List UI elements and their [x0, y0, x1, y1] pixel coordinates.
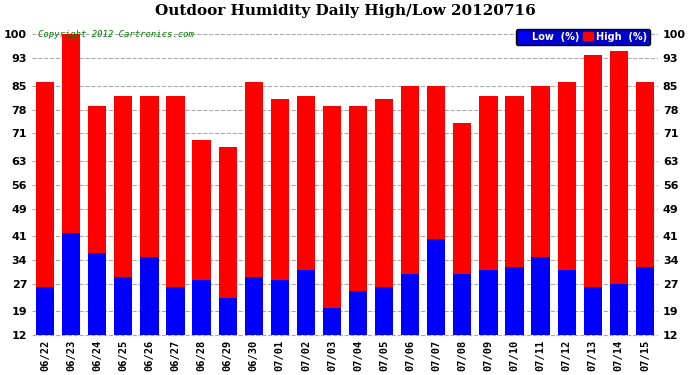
Bar — [297, 96, 315, 335]
Bar — [480, 96, 497, 335]
Bar — [219, 147, 237, 335]
Bar — [558, 82, 576, 335]
Bar — [297, 270, 315, 335]
Bar — [635, 82, 654, 335]
Bar — [349, 291, 367, 335]
Legend: Low  (%), High  (%): Low (%), High (%) — [517, 29, 650, 45]
Bar — [88, 106, 106, 335]
Bar — [505, 96, 524, 335]
Bar — [531, 256, 550, 335]
Bar — [453, 123, 471, 335]
Bar — [166, 96, 185, 335]
Bar — [375, 287, 393, 335]
Bar — [427, 239, 446, 335]
Bar — [610, 51, 628, 335]
Bar — [558, 270, 576, 335]
Bar — [270, 280, 289, 335]
Title: Outdoor Humidity Daily High/Low 20120716: Outdoor Humidity Daily High/Low 20120716 — [155, 4, 535, 18]
Bar — [401, 274, 420, 335]
Bar — [114, 96, 132, 335]
Bar — [244, 277, 263, 335]
Bar — [62, 34, 80, 335]
Bar — [349, 106, 367, 335]
Bar — [193, 280, 210, 335]
Bar — [36, 287, 55, 335]
Bar — [610, 284, 628, 335]
Bar — [323, 106, 341, 335]
Bar — [531, 86, 550, 335]
Bar — [375, 99, 393, 335]
Bar — [219, 297, 237, 335]
Bar — [140, 256, 159, 335]
Bar — [88, 253, 106, 335]
Bar — [584, 55, 602, 335]
Bar — [453, 274, 471, 335]
Bar — [270, 99, 289, 335]
Bar — [244, 82, 263, 335]
Bar — [193, 140, 210, 335]
Bar — [114, 277, 132, 335]
Bar — [36, 82, 55, 335]
Bar — [584, 287, 602, 335]
Bar — [635, 267, 654, 335]
Text: Copyright 2012 Cartronics.com: Copyright 2012 Cartronics.com — [38, 30, 194, 39]
Bar — [480, 270, 497, 335]
Bar — [62, 232, 80, 335]
Bar — [323, 308, 341, 335]
Bar — [166, 287, 185, 335]
Bar — [505, 267, 524, 335]
Bar — [401, 86, 420, 335]
Bar — [140, 96, 159, 335]
Bar — [427, 86, 446, 335]
